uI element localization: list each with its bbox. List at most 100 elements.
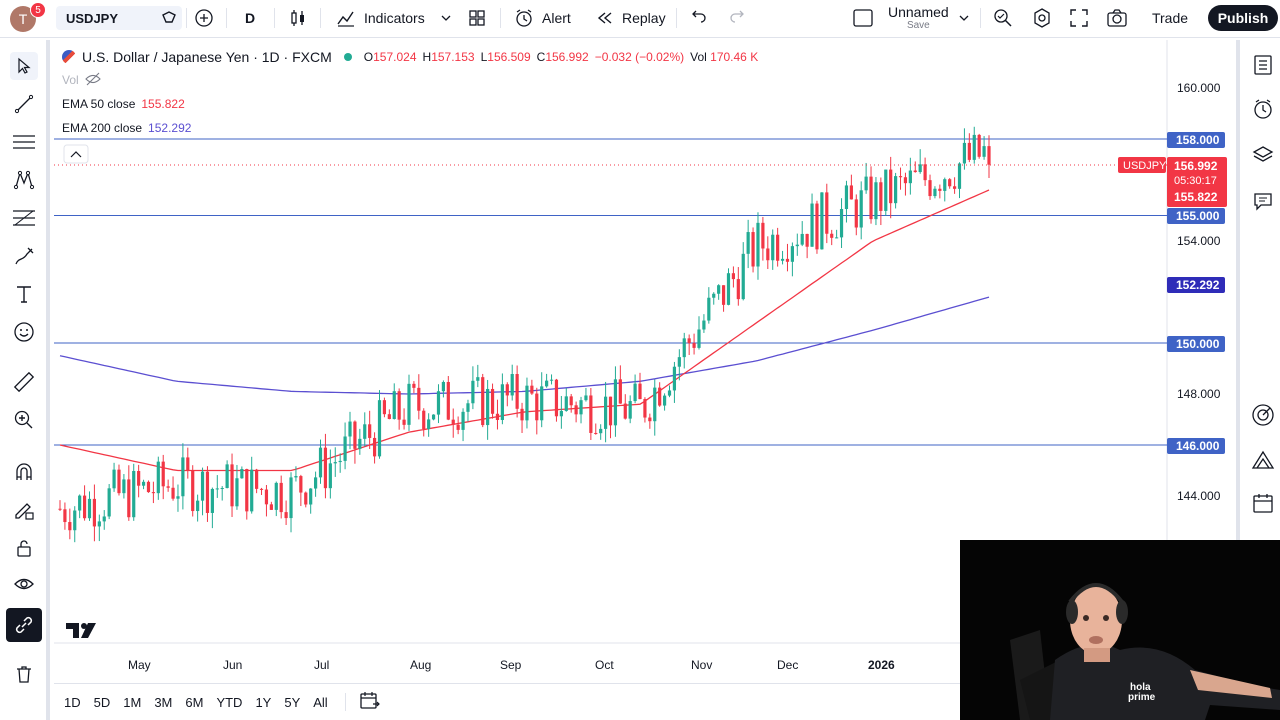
candle — [948, 178, 952, 189]
candle-body — [815, 203, 819, 250]
candle — [196, 494, 200, 522]
chevron-down-icon[interactable] — [959, 0, 969, 36]
layout-name-button[interactable]: Unnamed Save — [888, 3, 949, 33]
alert-button[interactable]: Alert — [514, 0, 571, 36]
settings-gear-icon[interactable] — [1031, 0, 1053, 36]
range-3m[interactable]: 3M — [154, 694, 173, 710]
candle-body — [112, 469, 116, 489]
candle-body — [584, 395, 588, 401]
ema50-legend[interactable]: EMA 50 close 155.822 — [62, 92, 758, 116]
candle — [530, 379, 534, 395]
candle-body — [849, 185, 853, 200]
camera-snapshot-icon[interactable] — [1106, 0, 1128, 36]
candle — [166, 479, 170, 492]
eye-icon[interactable] — [10, 570, 38, 598]
ruler-icon[interactable] — [10, 368, 38, 396]
calendar-icon[interactable] — [1248, 488, 1278, 518]
candle-body — [186, 457, 190, 471]
range-all[interactable]: All — [313, 694, 328, 710]
price-tag-text: 158.000 — [1176, 133, 1220, 147]
time-tick: Jul — [314, 658, 329, 672]
trash-icon[interactable] — [10, 660, 38, 688]
candle-body — [830, 233, 834, 238]
candles-icon[interactable] — [288, 0, 308, 36]
candle — [151, 481, 155, 504]
pattern-icon[interactable] — [10, 166, 38, 194]
candle — [549, 374, 554, 385]
candle — [790, 242, 794, 277]
candle — [382, 397, 387, 418]
zoom-in-icon[interactable] — [10, 406, 38, 434]
brush-icon[interactable] — [10, 242, 38, 270]
candle — [284, 500, 288, 525]
candle — [515, 365, 519, 418]
range-ytd[interactable]: YTD — [216, 694, 243, 710]
fib-retracement-icon[interactable] — [10, 204, 38, 232]
ema200-legend[interactable]: EMA 200 close 152.292 — [62, 116, 758, 140]
undo-icon[interactable] — [690, 0, 708, 36]
alerts-clock-icon[interactable] — [1248, 94, 1278, 124]
candle-body — [972, 134, 976, 160]
vol-indicator-label[interactable]: Vol — [62, 73, 79, 87]
ideas-icon[interactable] — [1248, 445, 1278, 475]
chat-icon[interactable] — [1248, 186, 1278, 216]
layers-icon[interactable] — [1248, 140, 1278, 170]
layouts-grid-icon[interactable] — [468, 0, 486, 36]
add-symbol-icon[interactable] — [194, 0, 214, 36]
candle — [505, 382, 509, 407]
range-5y[interactable]: 5Y — [284, 694, 301, 710]
candle — [943, 177, 947, 202]
range-5d[interactable]: 5D — [93, 694, 111, 710]
trend-line-icon[interactable] — [10, 90, 38, 118]
candle-body — [235, 478, 239, 507]
target-icon[interactable] — [1248, 400, 1278, 430]
horizontal-lines-icon[interactable] — [10, 128, 38, 156]
quick-search-icon[interactable] — [992, 0, 1014, 36]
chart-area[interactable]: 160.000 154.000 148.000 144.000 158.000 … — [54, 40, 1234, 680]
watchlist-icon[interactable] — [1248, 50, 1278, 80]
range-1m[interactable]: 1M — [123, 694, 142, 710]
candle — [672, 361, 677, 403]
collapse-legend-button[interactable] — [63, 144, 89, 164]
candle — [289, 472, 293, 533]
price-chart[interactable]: 160.000 154.000 148.000 144.000 158.000 … — [54, 40, 1234, 680]
cursor-icon[interactable] — [10, 52, 38, 80]
candle — [903, 172, 908, 196]
candle-body — [653, 387, 657, 422]
candle — [952, 177, 957, 194]
interval-selector[interactable]: D — [245, 0, 255, 36]
redo-icon[interactable] — [728, 0, 746, 36]
publish-button[interactable]: Publish — [1208, 5, 1278, 31]
candle — [156, 456, 160, 500]
magnet-icon[interactable] — [10, 458, 38, 486]
ohlc-close: C156.992 — [536, 50, 589, 64]
emoji-icon[interactable] — [10, 318, 38, 346]
symbol-tag: USDJPY — [1118, 157, 1167, 173]
symbol-search[interactable]: USDJPY — [56, 6, 182, 30]
candle-body — [564, 396, 568, 411]
chevron-down-icon[interactable] — [441, 0, 451, 36]
date-range-icon[interactable] — [359, 691, 381, 714]
range-6m[interactable]: 6M — [185, 694, 204, 710]
lock-icon[interactable] — [10, 534, 38, 562]
layout-checkbox-icon[interactable] — [852, 0, 874, 36]
text-tool-icon[interactable] — [10, 280, 38, 308]
range-1d[interactable]: 1D — [64, 694, 81, 710]
price-tick: 154.000 — [1177, 234, 1221, 248]
candle-body — [137, 471, 141, 486]
replay-button[interactable]: Replay — [596, 0, 666, 36]
fullscreen-icon[interactable] — [1069, 0, 1089, 36]
candle-body — [545, 380, 549, 387]
compare-icon[interactable] — [160, 0, 178, 36]
flag-icon — [62, 50, 76, 64]
eye-hidden-icon[interactable] — [84, 72, 101, 89]
candle — [294, 466, 298, 482]
tradingview-logo — [66, 623, 96, 638]
range-1y[interactable]: 1Y — [255, 694, 272, 710]
candle-body — [269, 504, 273, 510]
sync-link-icon[interactable] — [6, 608, 42, 642]
trade-button[interactable]: Trade — [1138, 5, 1202, 31]
lock-pencil-icon[interactable] — [10, 496, 38, 524]
indicators-button[interactable]: Indicators — [336, 0, 425, 36]
candle — [918, 149, 922, 174]
